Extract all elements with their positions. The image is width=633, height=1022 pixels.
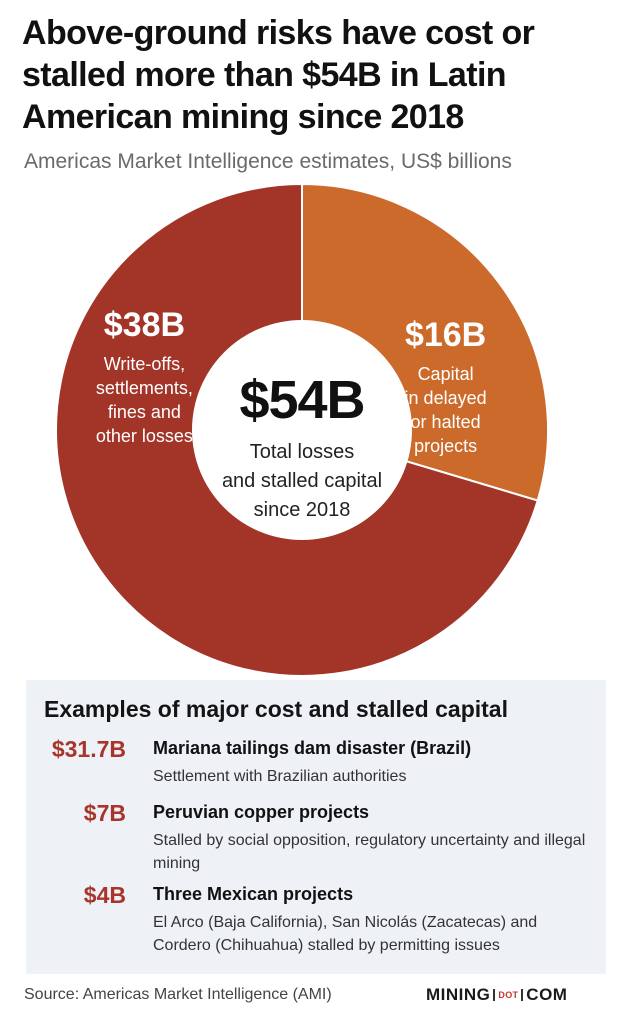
example-name: Three Mexican projects bbox=[153, 884, 354, 904]
example-description: Settlement with Brazilian authorities bbox=[153, 768, 407, 785]
donut-chart: $16B Capital in delayed or halted projects $3… bbox=[55, 182, 549, 677]
source-note: Source: Americas Market Intelligence (AM… bbox=[24, 986, 332, 1003]
slice-value-label-0: $16B bbox=[405, 316, 486, 354]
examples-heading: Examples of major cost and stalled capit… bbox=[44, 696, 508, 722]
example-value: $4B bbox=[83, 882, 126, 908]
slice-description-line-1: other losses bbox=[96, 426, 193, 446]
slice-description-line-1: fines and bbox=[108, 402, 181, 422]
slice-description-line-1: settlements, bbox=[96, 378, 193, 398]
slice-description-line-0: or halted bbox=[411, 412, 481, 432]
example-description: El Arco (Baja California), San Nicolás (… bbox=[153, 914, 538, 954]
slice-description-line-0: projects bbox=[414, 436, 477, 456]
mining-dot-com-logo: MINING DOT COM bbox=[426, 985, 567, 1005]
slice-description-line-0: in delayed bbox=[405, 388, 487, 408]
slice-description-line-0: Capital bbox=[418, 364, 474, 384]
center-caption-line: and stalled capital bbox=[222, 470, 382, 492]
logo-text-left: MINING bbox=[426, 985, 491, 1004]
page-title: Above-ground risks have cost or stalled … bbox=[22, 14, 535, 136]
logo-text-mid: DOT bbox=[493, 989, 524, 1001]
example-name: Mariana tailings dam disaster (Brazil) bbox=[153, 738, 472, 758]
example-value: $7B bbox=[83, 800, 126, 826]
example-description: Stalled by social opposition, regulatory… bbox=[153, 832, 586, 872]
donut-hole bbox=[192, 320, 412, 540]
example-value: $31.7B bbox=[51, 736, 126, 762]
center-total-value: $54B bbox=[239, 370, 364, 430]
logo-text-right: COM bbox=[526, 985, 568, 1004]
example-name: Peruvian copper projects bbox=[153, 802, 370, 822]
page-subtitle: Americas Market Intelligence estimates, … bbox=[24, 150, 512, 173]
slice-description-line-1: Write-offs, bbox=[104, 354, 185, 374]
center-caption-line: Total losses bbox=[250, 441, 355, 463]
examples-panel: Examples of major cost and stalled capit… bbox=[26, 680, 606, 974]
center-caption-line: since 2018 bbox=[254, 499, 351, 521]
slice-value-label-1: $38B bbox=[104, 306, 185, 344]
